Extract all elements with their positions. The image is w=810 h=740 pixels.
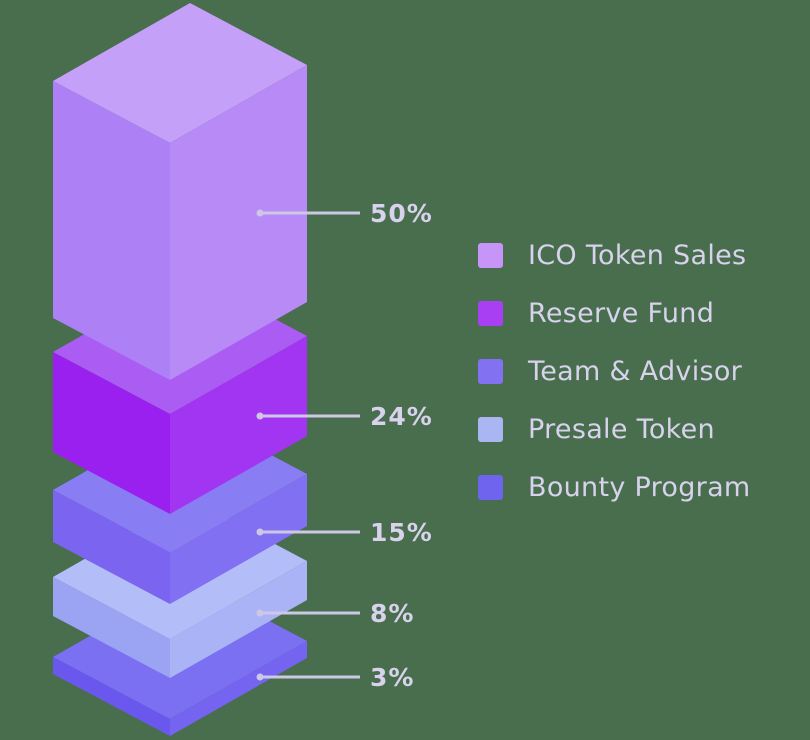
legend-swatch-reserve-fund <box>478 301 503 326</box>
legend-swatch-team-advisor <box>478 359 503 384</box>
legend-item-presale-token: Presale Token <box>478 414 751 445</box>
segment-right-face-presale-token <box>170 561 307 678</box>
legend-item-reserve-fund: Reserve Fund <box>478 298 751 329</box>
segment-left-face-reserve-fund <box>53 352 170 514</box>
percent-label-reserve-fund: 24% <box>370 402 433 431</box>
segment-left-face-presale-token <box>53 577 170 678</box>
callout-team-advisor: 15% <box>256 518 433 547</box>
callout-bounty-program: 3% <box>256 663 414 692</box>
bar-segment-ico-token-sales <box>53 3 307 380</box>
legend-swatch-ico-token-sales <box>478 243 503 268</box>
segment-left-face-team-advisor <box>53 490 170 604</box>
percent-label-ico-token-sales: 50% <box>370 199 433 228</box>
legend-item-bounty-program: Bounty Program <box>478 472 751 503</box>
percent-label-bounty-program: 3% <box>370 663 414 692</box>
percent-label-team-advisor: 15% <box>370 518 433 547</box>
percent-label-presale-token: 8% <box>370 599 414 628</box>
legend-item-team-advisor: Team & Advisor <box>478 356 751 387</box>
legend-swatch-presale-token <box>478 417 503 442</box>
callout-ico-token-sales: 50% <box>256 199 433 228</box>
legend-label-reserve-fund: Reserve Fund <box>528 298 715 329</box>
callout-reserve-fund: 24% <box>256 402 433 431</box>
legend-label-presale-token: Presale Token <box>528 414 715 445</box>
segment-top-face-ico-token-sales <box>53 3 307 143</box>
segment-right-face-team-advisor <box>170 474 307 604</box>
segment-right-face-ico-token-sales <box>170 65 307 380</box>
legend-label-ico-token-sales: ICO Token Sales <box>528 240 747 271</box>
legend-label-bounty-program: Bounty Program <box>528 472 751 503</box>
legend: ICO Token Sales Reserve Fund Team & Adviso… <box>478 240 751 503</box>
legend-item-ico-token-sales: ICO Token Sales <box>478 240 751 271</box>
segment-right-face-bounty-program <box>170 641 307 736</box>
segment-right-face-reserve-fund <box>170 336 307 514</box>
segment-left-face-ico-token-sales <box>53 81 170 380</box>
legend-label-team-advisor: Team & Advisor <box>528 356 743 387</box>
segment-left-face-bounty-program <box>53 657 170 736</box>
callout-presale-token: 8% <box>256 599 414 628</box>
legend-swatch-bounty-program <box>478 475 503 500</box>
